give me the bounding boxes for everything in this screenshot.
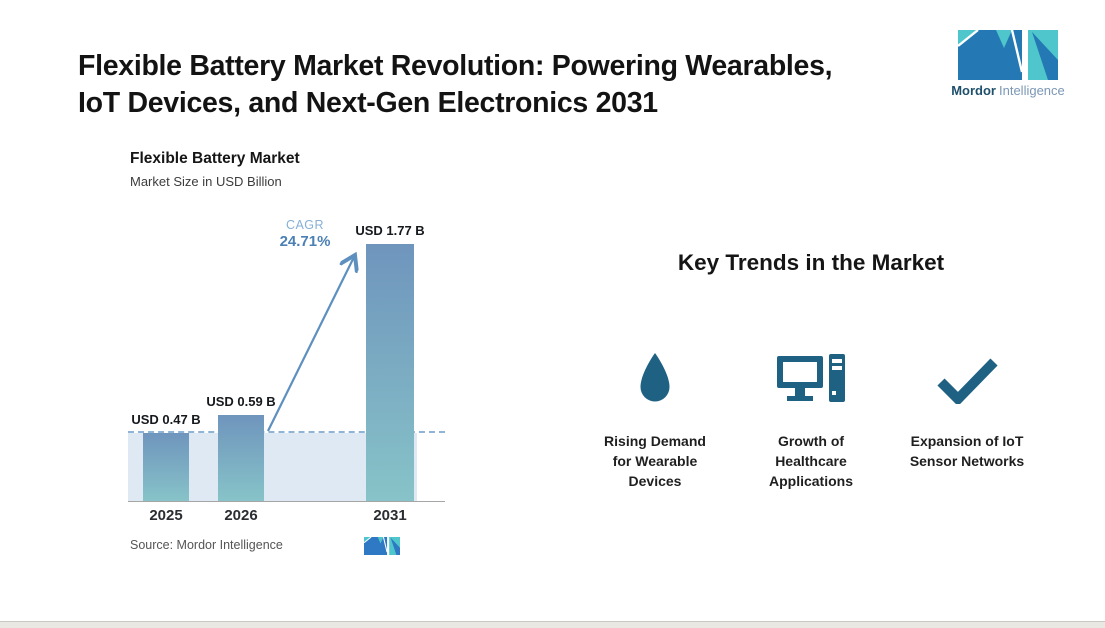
brand-name: Mordor Intelligence <box>945 83 1071 98</box>
bar-2031 <box>366 244 414 501</box>
cagr-growth-arrow-icon <box>267 200 445 432</box>
chart-title: Flexible Battery Market <box>130 150 300 167</box>
chart-source: Source: Mordor Intelligence <box>130 538 283 552</box>
bar-2026 <box>218 415 264 501</box>
page-title-line-1: Flexible Battery Market Revolution: Powe… <box>78 50 833 82</box>
water-drop-icon <box>638 350 672 404</box>
mordor-intelligence-logo-icon <box>958 30 1058 80</box>
brand-logo: Mordor Intelligence <box>945 30 1071 98</box>
cagr-label: CAGR <box>285 218 325 232</box>
trend-label: Expansion of IoT Sensor Networks <box>909 433 1025 469</box>
baseline-dashed-line <box>128 431 445 433</box>
x-tick-label: 2026 <box>224 507 258 524</box>
trend-label: Rising Demand for Wearable Devices <box>604 433 706 489</box>
x-tick-label: 2031 <box>373 507 407 524</box>
page-title: Flexible Battery Market Revolution: Powe… <box>78 48 918 122</box>
mordor-intelligence-mini-logo-icon <box>364 537 400 555</box>
trend-item-wearables: Rising Demand for Wearable Devices <box>580 350 730 491</box>
bottom-strip <box>0 621 1105 628</box>
cagr-annotation: CAGR 24.71% <box>264 218 346 250</box>
trend-item-healthcare: Growth of Healthcare Applications <box>736 350 886 491</box>
brand-name-light: Intelligence <box>999 83 1065 98</box>
checkmark-icon <box>936 350 998 404</box>
bar-2025 <box>143 433 189 501</box>
x-axis-line <box>128 500 445 502</box>
bar-value-label: USD 0.47 B <box>131 412 201 427</box>
x-tick-label: 2025 <box>149 507 183 524</box>
trend-item-iot-sensors: Expansion of IoT Sensor Networks <box>892 350 1042 491</box>
page-title-line-2: IoT Devices, and Next-Gen Electronics 20… <box>78 87 658 119</box>
bar-chart-plot: USD 0.47 B USD 0.59 B USD 1.77 B CAGR 24… <box>128 200 445 524</box>
brand-name-bold: Mordor <box>951 83 996 98</box>
bar-value-label: USD 0.59 B <box>206 394 276 409</box>
trend-label: Growth of Healthcare Applications <box>768 433 853 489</box>
trends-heading: Key Trends in the Market <box>677 250 945 275</box>
desktop-computer-icon <box>775 350 847 404</box>
trends-row: Rising Demand for Wearable Devices <box>580 350 1042 491</box>
cagr-value: 24.71% <box>279 233 331 250</box>
bar-value-label: USD 1.77 B <box>355 223 425 238</box>
key-trends-panel: Key Trends in the Market Rising Demand f… <box>580 248 1042 489</box>
chart-subtitle: Market Size in USD Billion <box>130 174 282 189</box>
